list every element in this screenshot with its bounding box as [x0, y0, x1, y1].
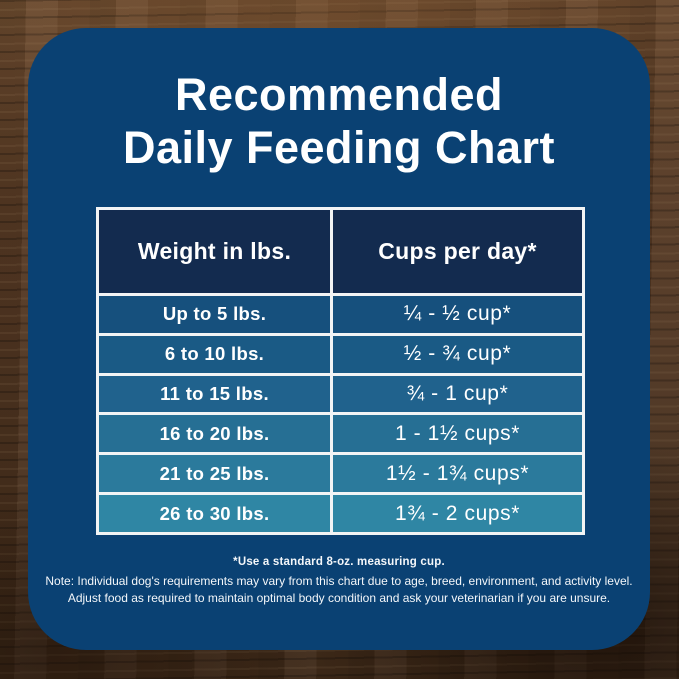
cups-cell: ¼ - ½ cup* — [333, 296, 582, 333]
weight-cell: 16 to 20 lbs. — [99, 415, 330, 453]
cups-cell: ¾ - 1 cup* — [333, 375, 582, 413]
cups-cell: 1¾ - 2 cups* — [333, 495, 582, 532]
cups-cell: 1 - 1½ cups* — [333, 415, 582, 453]
footnote-disclaimer-line-1: Note: Individual dog's requirements may … — [45, 574, 633, 588]
title-line-2: Daily Feeding Chart — [122, 122, 556, 173]
weight-cell: 26 to 30 lbs. — [99, 495, 330, 532]
weight-cell: 6 to 10 lbs. — [99, 335, 330, 373]
footnotes: *Use a standard 8-oz. measuring cup. Not… — [28, 556, 650, 606]
column-header-weight: Weight in lbs. — [99, 210, 330, 293]
footnote-disclaimer-line-2: Adjust food as required to maintain opti… — [67, 590, 611, 605]
weight-cell: Up to 5 lbs. — [99, 296, 330, 333]
page-title: Recommended Daily Feeding Chart — [28, 68, 650, 174]
weight-cell: 11 to 15 lbs. — [99, 375, 330, 413]
feeding-chart-panel: Recommended Daily Feeding Chart Weight i… — [28, 28, 650, 650]
cups-cell: 1½ - 1¾ cups* — [333, 455, 582, 493]
cups-cell: ½ - ¾ cup* — [333, 335, 582, 373]
weight-cell: 21 to 25 lbs. — [99, 455, 330, 493]
footnote-measuring-cup: *Use a standard 8-oz. measuring cup. — [233, 556, 445, 568]
title-line-1: Recommended — [174, 69, 504, 120]
column-header-cups: Cups per day* — [333, 210, 582, 293]
feeding-table: Weight in lbs. Cups per day* Up to 5 lbs… — [96, 207, 585, 535]
